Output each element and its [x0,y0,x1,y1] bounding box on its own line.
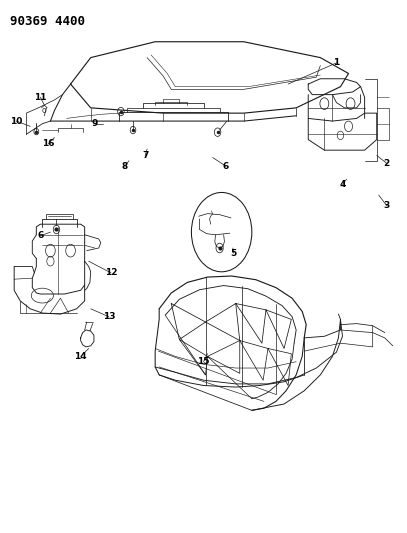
Text: 1: 1 [333,59,339,67]
Text: 8: 8 [122,161,128,171]
Text: 10: 10 [10,117,22,126]
Text: 15: 15 [197,357,210,366]
Text: 13: 13 [103,312,115,321]
Text: 11: 11 [34,93,47,102]
Text: 90369 4400: 90369 4400 [10,15,85,28]
Text: 12: 12 [105,268,117,277]
Text: 6: 6 [37,231,44,240]
Text: 3: 3 [384,201,390,210]
Text: 6: 6 [223,161,229,171]
Text: 2: 2 [384,159,390,168]
Text: 5: 5 [231,249,237,258]
Text: 7: 7 [142,151,148,160]
Text: 4: 4 [339,180,346,189]
Text: 16: 16 [42,139,55,148]
Text: 9: 9 [92,119,98,128]
Text: 14: 14 [74,352,87,361]
